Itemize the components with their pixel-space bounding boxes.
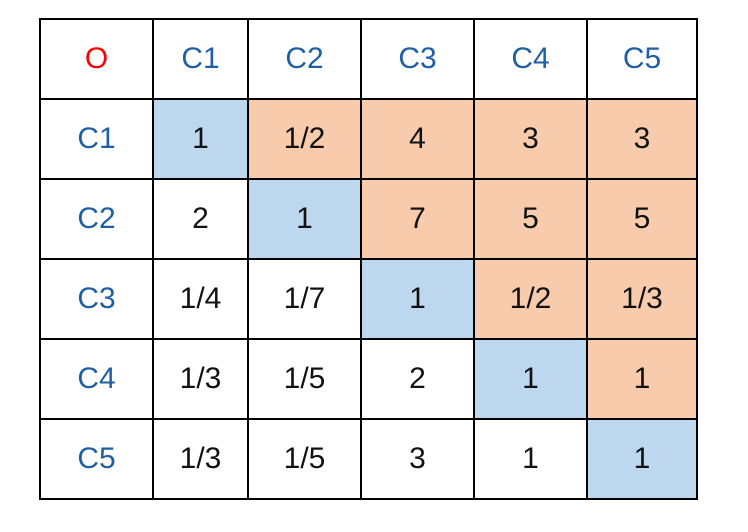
row-header: C5	[39, 418, 154, 500]
matrix-cell: 3	[586, 98, 698, 180]
matrix-cell: 1/5	[247, 338, 362, 420]
row-header: C4	[39, 338, 154, 420]
matrix-cell: 7	[360, 178, 475, 260]
corner-label: O	[39, 18, 154, 100]
matrix-cell: 1	[473, 418, 588, 500]
matrix-cell: 1/2	[473, 258, 588, 340]
matrix-cell: 1/7	[247, 258, 362, 340]
matrix-cell: 1	[473, 338, 588, 420]
column-header-c5: C5	[586, 18, 698, 100]
column-header-c4: C4	[473, 18, 588, 100]
header-row: O C1 C2 C3 C4 C5	[39, 18, 698, 100]
pairwise-comparison-matrix: O C1 C2 C3 C4 C5 C1 1 1/2 4 3 3 C2 2 1 7 5 5 C3 1/4 1/…	[39, 18, 698, 500]
matrix-cell: 3	[360, 418, 475, 500]
matrix-cell: 1	[586, 338, 698, 420]
matrix-cell: 1	[586, 418, 698, 500]
matrix-cell: 5	[473, 178, 588, 260]
matrix-cell: 1/5	[247, 418, 362, 500]
matrix-cell: 1	[247, 178, 362, 260]
row-header: C2	[39, 178, 154, 260]
matrix-cell: 1/2	[247, 98, 362, 180]
matrix-cell: 5	[586, 178, 698, 260]
matrix-cell: 2	[152, 178, 249, 260]
matrix-row: C3 1/4 1/7 1 1/2 1/3	[39, 258, 698, 340]
matrix-row: C5 1/3 1/5 3 1 1	[39, 418, 698, 500]
matrix-row: C1 1 1/2 4 3 3	[39, 98, 698, 180]
matrix-cell: 1	[152, 98, 249, 180]
row-header: C1	[39, 98, 154, 180]
matrix-cell: 1/3	[152, 338, 249, 420]
matrix-cell: 1/4	[152, 258, 249, 340]
matrix-cell: 1/3	[586, 258, 698, 340]
matrix-body: O C1 C2 C3 C4 C5 C1 1 1/2 4 3 3 C2 2 1 7 5 5 C3 1/4 1/…	[39, 18, 698, 500]
matrix-cell: 4	[360, 98, 475, 180]
column-header-c3: C3	[360, 18, 475, 100]
matrix-cell: 1	[360, 258, 475, 340]
matrix-row: C4 1/3 1/5 2 1 1	[39, 338, 698, 420]
matrix-cell: 2	[360, 338, 475, 420]
matrix-cell: 1/3	[152, 418, 249, 500]
matrix-row: C2 2 1 7 5 5	[39, 178, 698, 260]
column-header-c2: C2	[247, 18, 362, 100]
column-header-c1: C1	[152, 18, 249, 100]
row-header: C3	[39, 258, 154, 340]
matrix-cell: 3	[473, 98, 588, 180]
